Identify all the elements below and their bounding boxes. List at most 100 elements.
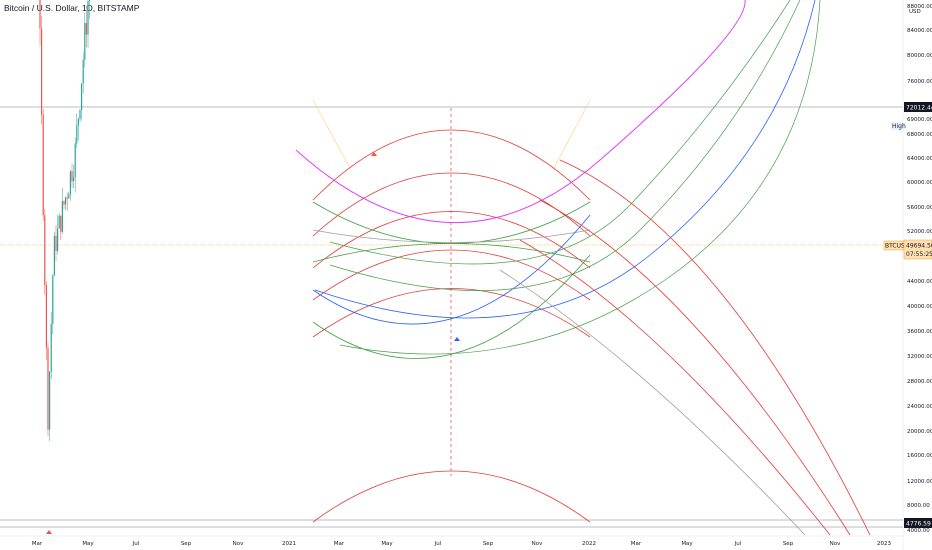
rising-green-3 (339, 0, 821, 355)
y-tick-label: 68000.00 (907, 132, 932, 138)
candle-body (82, 59, 84, 84)
currency-label: USD (909, 9, 921, 15)
fan-line-left (312, 99, 351, 169)
y-tick-label: 84000.00 (907, 28, 932, 34)
y-tick-label: 88000.00 (907, 4, 932, 10)
x-tick-label: May (681, 541, 693, 547)
y-tick-label: 76000.00 (907, 79, 932, 85)
x-tick-label: Mar (32, 541, 43, 547)
candle-body (50, 323, 52, 372)
candles (39, 0, 460, 534)
candle-body (73, 177, 75, 182)
x-tick-label: Mar (631, 541, 642, 547)
bottom-arc-5 (312, 254, 591, 359)
candle-body (85, 23, 87, 35)
candle-body (47, 347, 49, 430)
x-tick-label: Sep (181, 541, 192, 547)
candle-body (79, 110, 81, 119)
candle-body (89, 0, 91, 2)
top-arc-4 (312, 249, 591, 301)
y-tick-label: 8000.00 (907, 503, 930, 509)
y-tick-label: 69000.00 (907, 117, 932, 123)
y-tick-label: 64000.00 (907, 156, 932, 162)
bottom-arc-2 (312, 229, 591, 243)
candle-body (65, 197, 67, 205)
y-tick-label: 12000.00 (907, 479, 932, 485)
candle-body (44, 215, 46, 286)
arc-overlays (0, 0, 903, 536)
y-tick-label: 24000.00 (907, 404, 932, 410)
candle-body (61, 201, 63, 232)
x-tick-label: Nov (233, 541, 244, 547)
fan-line-right (552, 99, 591, 171)
y-tick-label: 28000.00 (907, 379, 932, 385)
x-tick-label: May (82, 541, 94, 547)
current-price: 49694.50 (906, 243, 932, 250)
candle-body (45, 285, 47, 348)
x-tick-label: Nov (532, 541, 543, 547)
x-tick-label: May (381, 541, 393, 547)
high-label: High (892, 123, 906, 130)
bottom-arc-3 (312, 243, 591, 263)
candle-body (57, 228, 59, 251)
rising-blue (314, 0, 816, 319)
low-value: 4776.59 (906, 521, 931, 528)
x-tick-label: Jul (734, 541, 742, 547)
y-tick-label: 36000.00 (907, 329, 932, 335)
low-value-tag (904, 518, 932, 528)
pivot-marker (454, 337, 460, 341)
x-tick-label: 2022 (582, 541, 596, 547)
x-tick-label: Sep (783, 541, 794, 547)
candle-body (84, 23, 86, 60)
candle-body (66, 197, 68, 199)
candle-body (63, 201, 65, 205)
low-marker (46, 530, 52, 534)
candle-body (60, 215, 62, 232)
high-marker (371, 152, 377, 156)
top-arc-3 (312, 211, 591, 269)
candle-body (42, 114, 44, 216)
high-tag (891, 122, 905, 130)
falling-arc-2 (539, 199, 851, 536)
candle-body (55, 235, 57, 251)
candle-body (52, 275, 54, 324)
x-tick-label: Nov (830, 541, 841, 547)
candle-body (87, 1, 89, 35)
falling-arc-3 (519, 239, 831, 536)
candle-body (81, 83, 83, 111)
candle-body (53, 235, 55, 276)
rising-green-1 (329, 0, 801, 291)
x-tick-label: Jul (132, 541, 140, 547)
x-tick-label: Mar (334, 541, 345, 547)
top-arc-5 (312, 288, 591, 338)
rising-green-2 (329, 0, 791, 265)
y-axis-background (903, 0, 932, 550)
top-arc-1 (312, 129, 591, 201)
candle-body (74, 143, 76, 178)
y-tick-label: 32000.00 (907, 354, 932, 360)
y-tick-label: 60000.00 (907, 180, 932, 186)
bottom-arc-4 (312, 214, 591, 325)
current-price-tag (903, 239, 932, 260)
x-tick-label: Jul (434, 541, 442, 547)
high-value-tag (904, 102, 932, 112)
falling-arc-1 (559, 159, 871, 536)
x-tick-label: Sep (483, 541, 494, 547)
candle-body (76, 125, 78, 144)
y-tick-label: 16000.00 (907, 453, 932, 459)
candle-body (71, 171, 73, 182)
countdown: 07:55:25 (906, 251, 932, 258)
high-value: 72012.44 (906, 105, 932, 112)
y-tick-label: 52000.00 (907, 229, 932, 235)
x-tick-label: 2021 (282, 541, 296, 547)
x-tick-label: 2023 (877, 541, 891, 547)
y-tick-label: 20000.00 (907, 429, 932, 435)
candle-body (77, 118, 79, 126)
symbol-label: BTCUSD (885, 243, 910, 250)
y-tick-label: 80000.00 (907, 53, 932, 59)
y-tick-label: 40000.00 (907, 304, 932, 310)
y-tick-label: 56000.00 (907, 205, 932, 211)
candle-body (41, 28, 43, 115)
